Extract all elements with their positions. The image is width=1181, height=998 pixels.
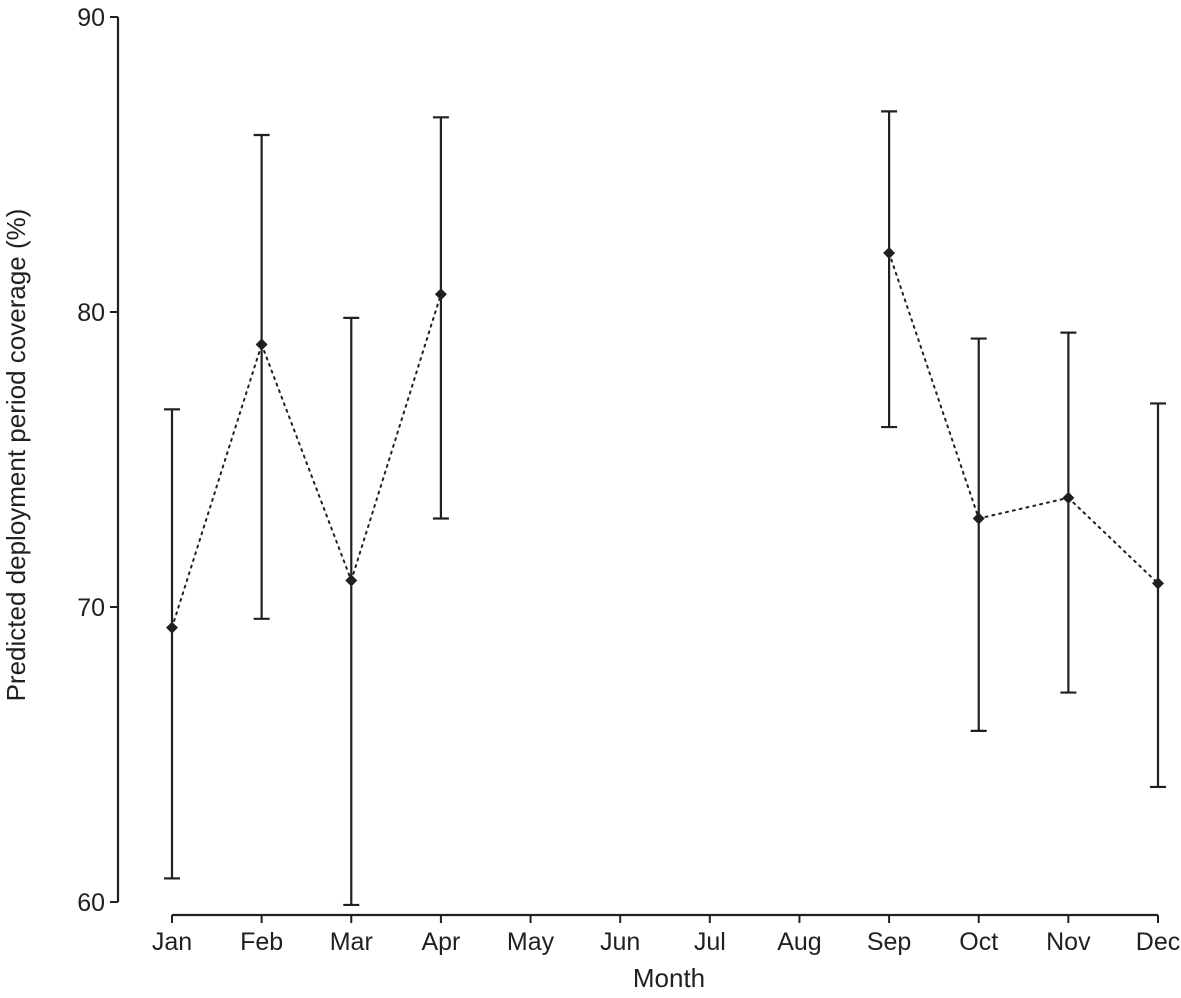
data-point xyxy=(1152,577,1164,590)
series-points xyxy=(166,247,1164,634)
x-tick-label: Dec xyxy=(1136,928,1180,956)
series-segment xyxy=(1067,496,1159,585)
x-tick-label: Oct xyxy=(959,928,998,956)
data-point xyxy=(255,338,268,351)
error-bars xyxy=(164,110,1166,907)
series-line xyxy=(171,252,1159,629)
series-segment xyxy=(977,496,1070,520)
x-tick-label: Mar xyxy=(330,928,373,956)
x-tick-label: Jul xyxy=(694,928,726,956)
x-tick-label: May xyxy=(507,928,555,956)
y-axis-title: Predicted deployment period coverage (%) xyxy=(1,209,31,702)
series-segment xyxy=(171,343,263,629)
x-axis-title: Month xyxy=(633,963,705,993)
data-point xyxy=(345,574,358,587)
axes: 60 70 80 90 Jan Feb Mar Apr May Jun Jul Aug Sep Oct N… xyxy=(77,4,1180,956)
x-ticks: Jan Feb Mar Apr May Jun Jul Aug Sep Oct Nov Dec xyxy=(152,915,1180,956)
data-point xyxy=(1062,491,1075,504)
y-tick-label: 60 xyxy=(77,889,105,917)
data-point xyxy=(883,247,896,259)
y-tick-label: 70 xyxy=(77,594,105,622)
y-ticks: 60 70 80 90 xyxy=(77,4,118,917)
series-layer xyxy=(164,110,1166,907)
x-tick-label: Feb xyxy=(240,928,283,956)
data-point xyxy=(166,621,178,634)
data-point xyxy=(972,512,985,525)
series-segment xyxy=(260,343,353,582)
x-tick-label: Jan xyxy=(152,928,192,956)
x-tick-label: Aug xyxy=(777,928,821,956)
x-tick-label: Apr xyxy=(421,928,460,956)
y-tick-label: 80 xyxy=(77,299,105,327)
series-segment xyxy=(350,293,442,582)
data-point xyxy=(434,288,447,301)
x-tick-label: Sep xyxy=(867,928,911,956)
x-tick-label: Jun xyxy=(600,928,640,956)
series-segment xyxy=(888,252,980,520)
x-tick-label: Nov xyxy=(1046,928,1091,956)
y-tick-label: 90 xyxy=(77,4,105,32)
